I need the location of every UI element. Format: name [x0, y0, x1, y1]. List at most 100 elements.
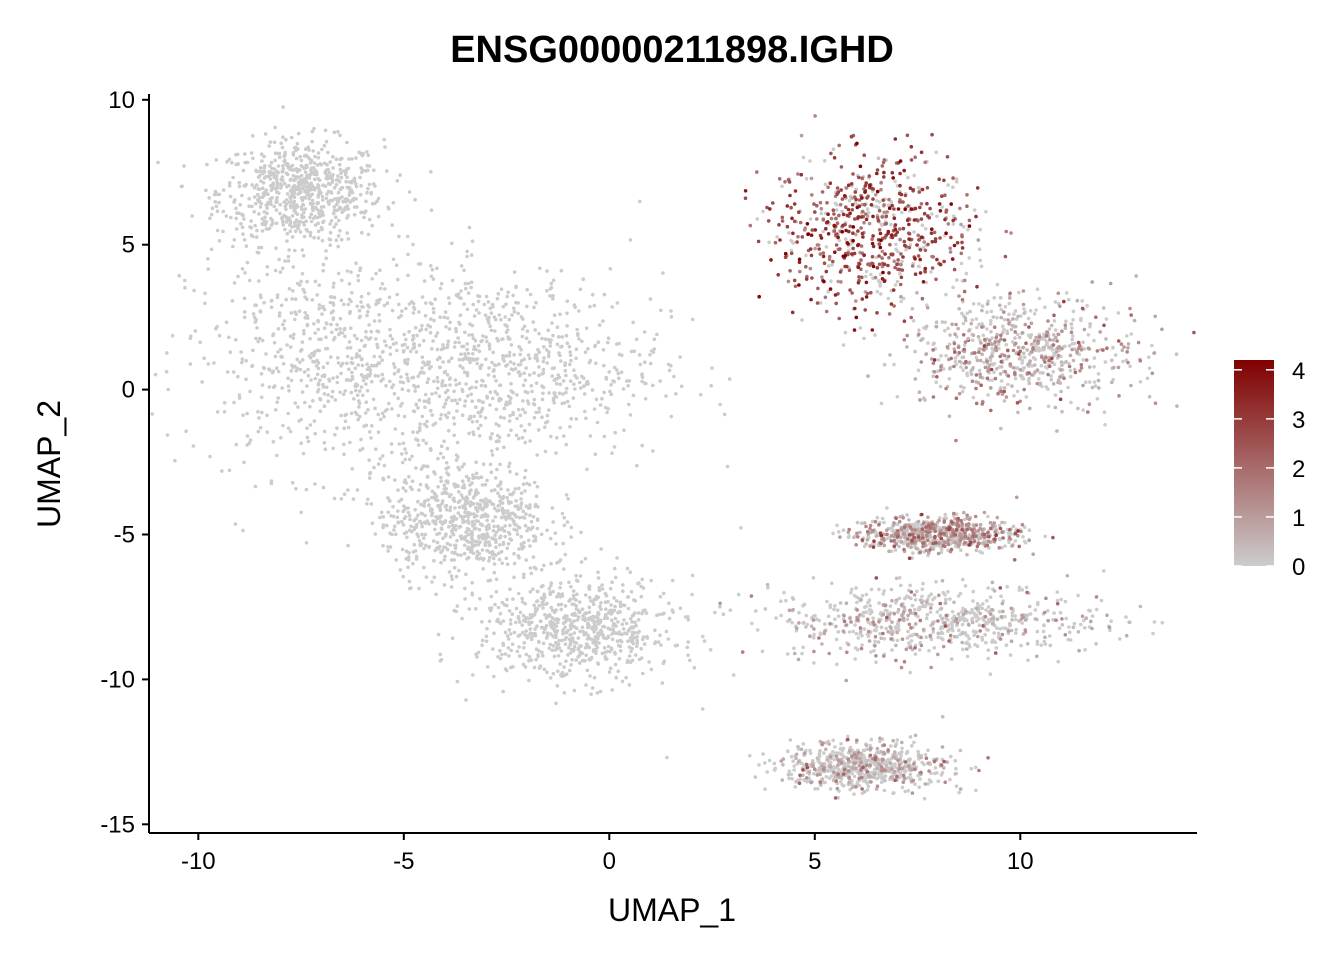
- cell-point: [426, 323, 430, 328]
- cell-point: [453, 546, 458, 550]
- cell-point: [268, 164, 272, 168]
- cell-point: [1051, 338, 1056, 342]
- cell-point: [281, 223, 286, 227]
- cell-point: [324, 139, 329, 144]
- cell-point: [567, 646, 571, 650]
- cell-point: [465, 500, 470, 505]
- cell-point: [930, 227, 934, 231]
- cell-point: [901, 255, 905, 259]
- cell-point: [447, 411, 451, 415]
- cell-point: [467, 528, 471, 532]
- cell-point: [423, 392, 428, 397]
- cell-point: [348, 190, 352, 194]
- cell-point: [885, 210, 889, 214]
- cell-point: [289, 135, 294, 140]
- cell-point: [523, 440, 527, 445]
- cell-point: [1029, 342, 1034, 347]
- cell-point: [357, 414, 362, 419]
- cell-point: [272, 167, 277, 171]
- cell-point: [502, 416, 507, 420]
- cell-point: [877, 208, 882, 213]
- cell-point: [913, 257, 917, 261]
- cell-point: [1049, 377, 1054, 382]
- cell-point: [854, 315, 859, 320]
- cell-point: [813, 228, 818, 232]
- cell-point: [642, 642, 647, 646]
- cell-point: [389, 442, 394, 446]
- cell-point: [1021, 302, 1026, 307]
- cell-point: [341, 392, 346, 397]
- cell-point: [936, 358, 941, 362]
- cell-point: [457, 467, 462, 472]
- cell-point: [395, 179, 400, 183]
- cell-point: [329, 219, 334, 223]
- cell-point: [347, 340, 352, 344]
- cell-point: [283, 150, 287, 155]
- cell-point: [242, 296, 247, 301]
- cell-point: [1047, 358, 1051, 363]
- cell-point: [852, 328, 857, 332]
- cell-point: [385, 523, 389, 528]
- cell-point: [433, 491, 437, 496]
- cell-point: [611, 627, 615, 632]
- cell-point: [628, 616, 633, 621]
- cell-point: [876, 218, 881, 223]
- cell-point: [829, 279, 833, 284]
- cell-point: [987, 363, 992, 367]
- cell-point: [404, 530, 409, 535]
- cell-point: [508, 537, 512, 541]
- cell-point: [463, 330, 467, 335]
- cell-point: [562, 515, 566, 520]
- cell-point: [312, 235, 316, 240]
- cell-point: [1015, 389, 1020, 394]
- cell-point: [790, 216, 794, 221]
- cell-point: [1015, 401, 1020, 405]
- cell-point: [388, 531, 392, 536]
- cell-point: [452, 416, 456, 420]
- cell-point: [381, 349, 385, 354]
- cell-point: [613, 575, 618, 580]
- cell-point: [1088, 324, 1092, 329]
- cell-point: [895, 184, 900, 188]
- cell-point: [879, 180, 883, 185]
- cell-point: [323, 128, 328, 133]
- cell-point: [938, 262, 943, 267]
- cell-point: [320, 147, 324, 152]
- cell-point: [887, 255, 891, 260]
- cell-point: [512, 306, 516, 311]
- cell-point: [455, 604, 460, 608]
- cell-point: [225, 160, 229, 164]
- cell-point: [952, 347, 956, 351]
- cell-point: [367, 182, 372, 187]
- cell-point: [470, 593, 475, 597]
- cell-point: [501, 689, 505, 694]
- cell-point: [416, 499, 420, 504]
- cell-point: [177, 273, 181, 278]
- cell-point: [402, 332, 407, 337]
- cell-point: [859, 244, 864, 248]
- cell-point: [269, 202, 273, 207]
- cell-point: [666, 362, 671, 367]
- cell-point: [815, 243, 820, 247]
- cell-point: [356, 363, 361, 367]
- cell-point: [590, 618, 595, 623]
- cell-point: [346, 302, 351, 307]
- cell-point: [812, 202, 816, 206]
- cell-point: [989, 408, 993, 413]
- cell-point: [414, 350, 419, 354]
- cell-point: [356, 274, 360, 278]
- cell-point: [337, 162, 342, 167]
- cell-point: [635, 641, 640, 646]
- cell-point: [900, 210, 904, 215]
- cell-point: [610, 688, 614, 692]
- cell-point: [948, 366, 952, 371]
- cell-point: [653, 640, 658, 644]
- cell-point: [257, 199, 261, 204]
- cell-point: [617, 376, 621, 381]
- cell-point: [412, 527, 417, 532]
- cell-point: [922, 396, 926, 401]
- cell-point: [785, 204, 790, 208]
- cell-point: [1054, 335, 1058, 340]
- cell-point: [581, 614, 585, 618]
- cell-point: [244, 359, 248, 363]
